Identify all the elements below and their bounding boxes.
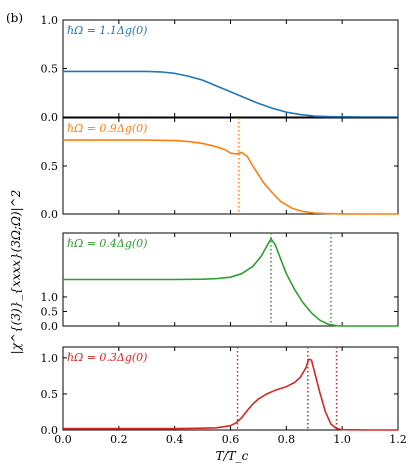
y-tick-label: 0.0	[41, 424, 59, 437]
panel-label: (b)	[6, 11, 23, 25]
y-tick-label: 1.0	[41, 14, 59, 27]
x-tick-label: 0.0	[54, 433, 72, 446]
y-tick-label: 0.0	[41, 111, 59, 124]
x-axis-label: T/T_c	[216, 449, 249, 463]
panel-annotation: ℏΩ = 0.3Δg(0)	[67, 351, 147, 364]
x-tick-label: 0.2	[110, 433, 128, 446]
y-tick-label: 0.0	[41, 320, 59, 333]
y-axis-label: |χ^{(3)}_{xxxx}(3Ω;Ω)|^2	[9, 190, 23, 355]
series-line	[63, 358, 398, 431]
panel-2: 0.0 0.5 ℏΩ = 0.9Δg(0)	[41, 117, 399, 221]
x-tick-label: 0.4	[166, 433, 184, 446]
x-tick-label: 1.0	[333, 433, 351, 446]
y-tick-label: 0.5	[41, 160, 59, 173]
y-tick-label: 0.5	[41, 388, 59, 401]
y-tick-label: 0.5	[41, 63, 59, 76]
series-line	[63, 139, 398, 215]
x-tick-label: 0.6	[222, 433, 240, 446]
x-tick-label: 0.8	[278, 433, 296, 446]
y-tick-label: 1.0	[41, 352, 59, 365]
panel-1: 0.0 0.5 1.0 ℏΩ = 1.1Δg(0)	[41, 14, 399, 124]
panel-3: 0.0 0.51.0 ℏΩ = 0.4Δg(0)	[41, 232, 399, 333]
panel-annotation: ℏΩ = 1.1Δg(0)	[67, 24, 147, 37]
series-line	[63, 70, 398, 118]
y-tick-label: 0.0	[41, 208, 59, 221]
panel-annotation: ℏΩ = 0.9Δg(0)	[67, 122, 147, 135]
series-line	[63, 238, 398, 327]
panels: 0.00.51.0ℏΩ = 1.1Δg(0)0.00.5ℏΩ = 0.9Δg(0…	[41, 14, 407, 446]
panel-annotation: ℏΩ = 0.4Δg(0)	[67, 237, 147, 250]
x-tick-label: 1.2	[389, 433, 407, 446]
y-tick-label: 0.5	[41, 305, 59, 318]
panel-4: 0.0 0.5 1.0 0.0 0.2 0.4 0.6 0.8 1.0 1.2 ℏΩ = 0.3Δg…	[41, 346, 407, 446]
y-tick-label: 1.0	[41, 291, 59, 304]
